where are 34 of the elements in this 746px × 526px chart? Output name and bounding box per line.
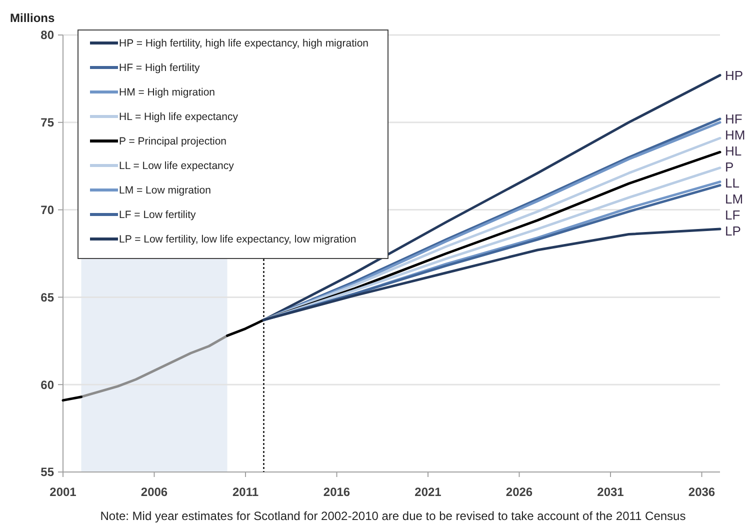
- legend-label: LF = Low fertility: [119, 209, 196, 222]
- text: LP: [725, 223, 741, 238]
- text: LL: [725, 175, 740, 190]
- x-tick-label: 2011: [232, 485, 259, 499]
- y-tick-label: 65: [40, 290, 54, 304]
- text: HL: [725, 143, 742, 158]
- x-tick-label: 2031: [597, 485, 624, 499]
- y-tick-label: 70: [40, 203, 54, 217]
- x-tick-label: 2016: [323, 485, 350, 499]
- y-tick-label: 80: [40, 28, 54, 42]
- text: P: [725, 159, 734, 174]
- y-tick-label: 75: [40, 116, 54, 130]
- x-tick-label: 2026: [506, 485, 533, 499]
- text: HM: [725, 127, 746, 142]
- x-tick-label: 2001: [50, 485, 77, 499]
- legend-label: HP = High fertility, high life expectancy, high migration: [119, 38, 369, 50]
- x-tick-label: 2021: [414, 485, 442, 499]
- y-axis-title: Millions: [10, 11, 55, 25]
- y-tick-label: 60: [40, 378, 54, 392]
- legend-label: HF = High fertility: [119, 62, 201, 74]
- legend-label: LP = Low fertility, low life expectancy, low migration: [119, 234, 356, 246]
- legend-label: HL = High life expectancy: [119, 111, 239, 124]
- x-tick-label: 2036: [688, 485, 716, 499]
- legend-label: HM = High migration: [119, 86, 216, 99]
- y-tick-label: 55: [40, 465, 54, 480]
- x-tick-label: 2006: [140, 485, 168, 499]
- text: HP: [725, 68, 744, 83]
- legend-label: P = Principal projection: [119, 136, 227, 148]
- text: LM: [725, 191, 744, 206]
- text: HF: [725, 111, 742, 126]
- text: Note: Mid year estimates for Scotland for 2002-2010 are due to be revised to take account of the 2011 Census: [100, 509, 686, 523]
- text: LF: [725, 207, 740, 222]
- legend-label: LM = Low migration: [119, 184, 212, 197]
- legend-label: LL = Low life expectancy: [119, 160, 235, 172]
